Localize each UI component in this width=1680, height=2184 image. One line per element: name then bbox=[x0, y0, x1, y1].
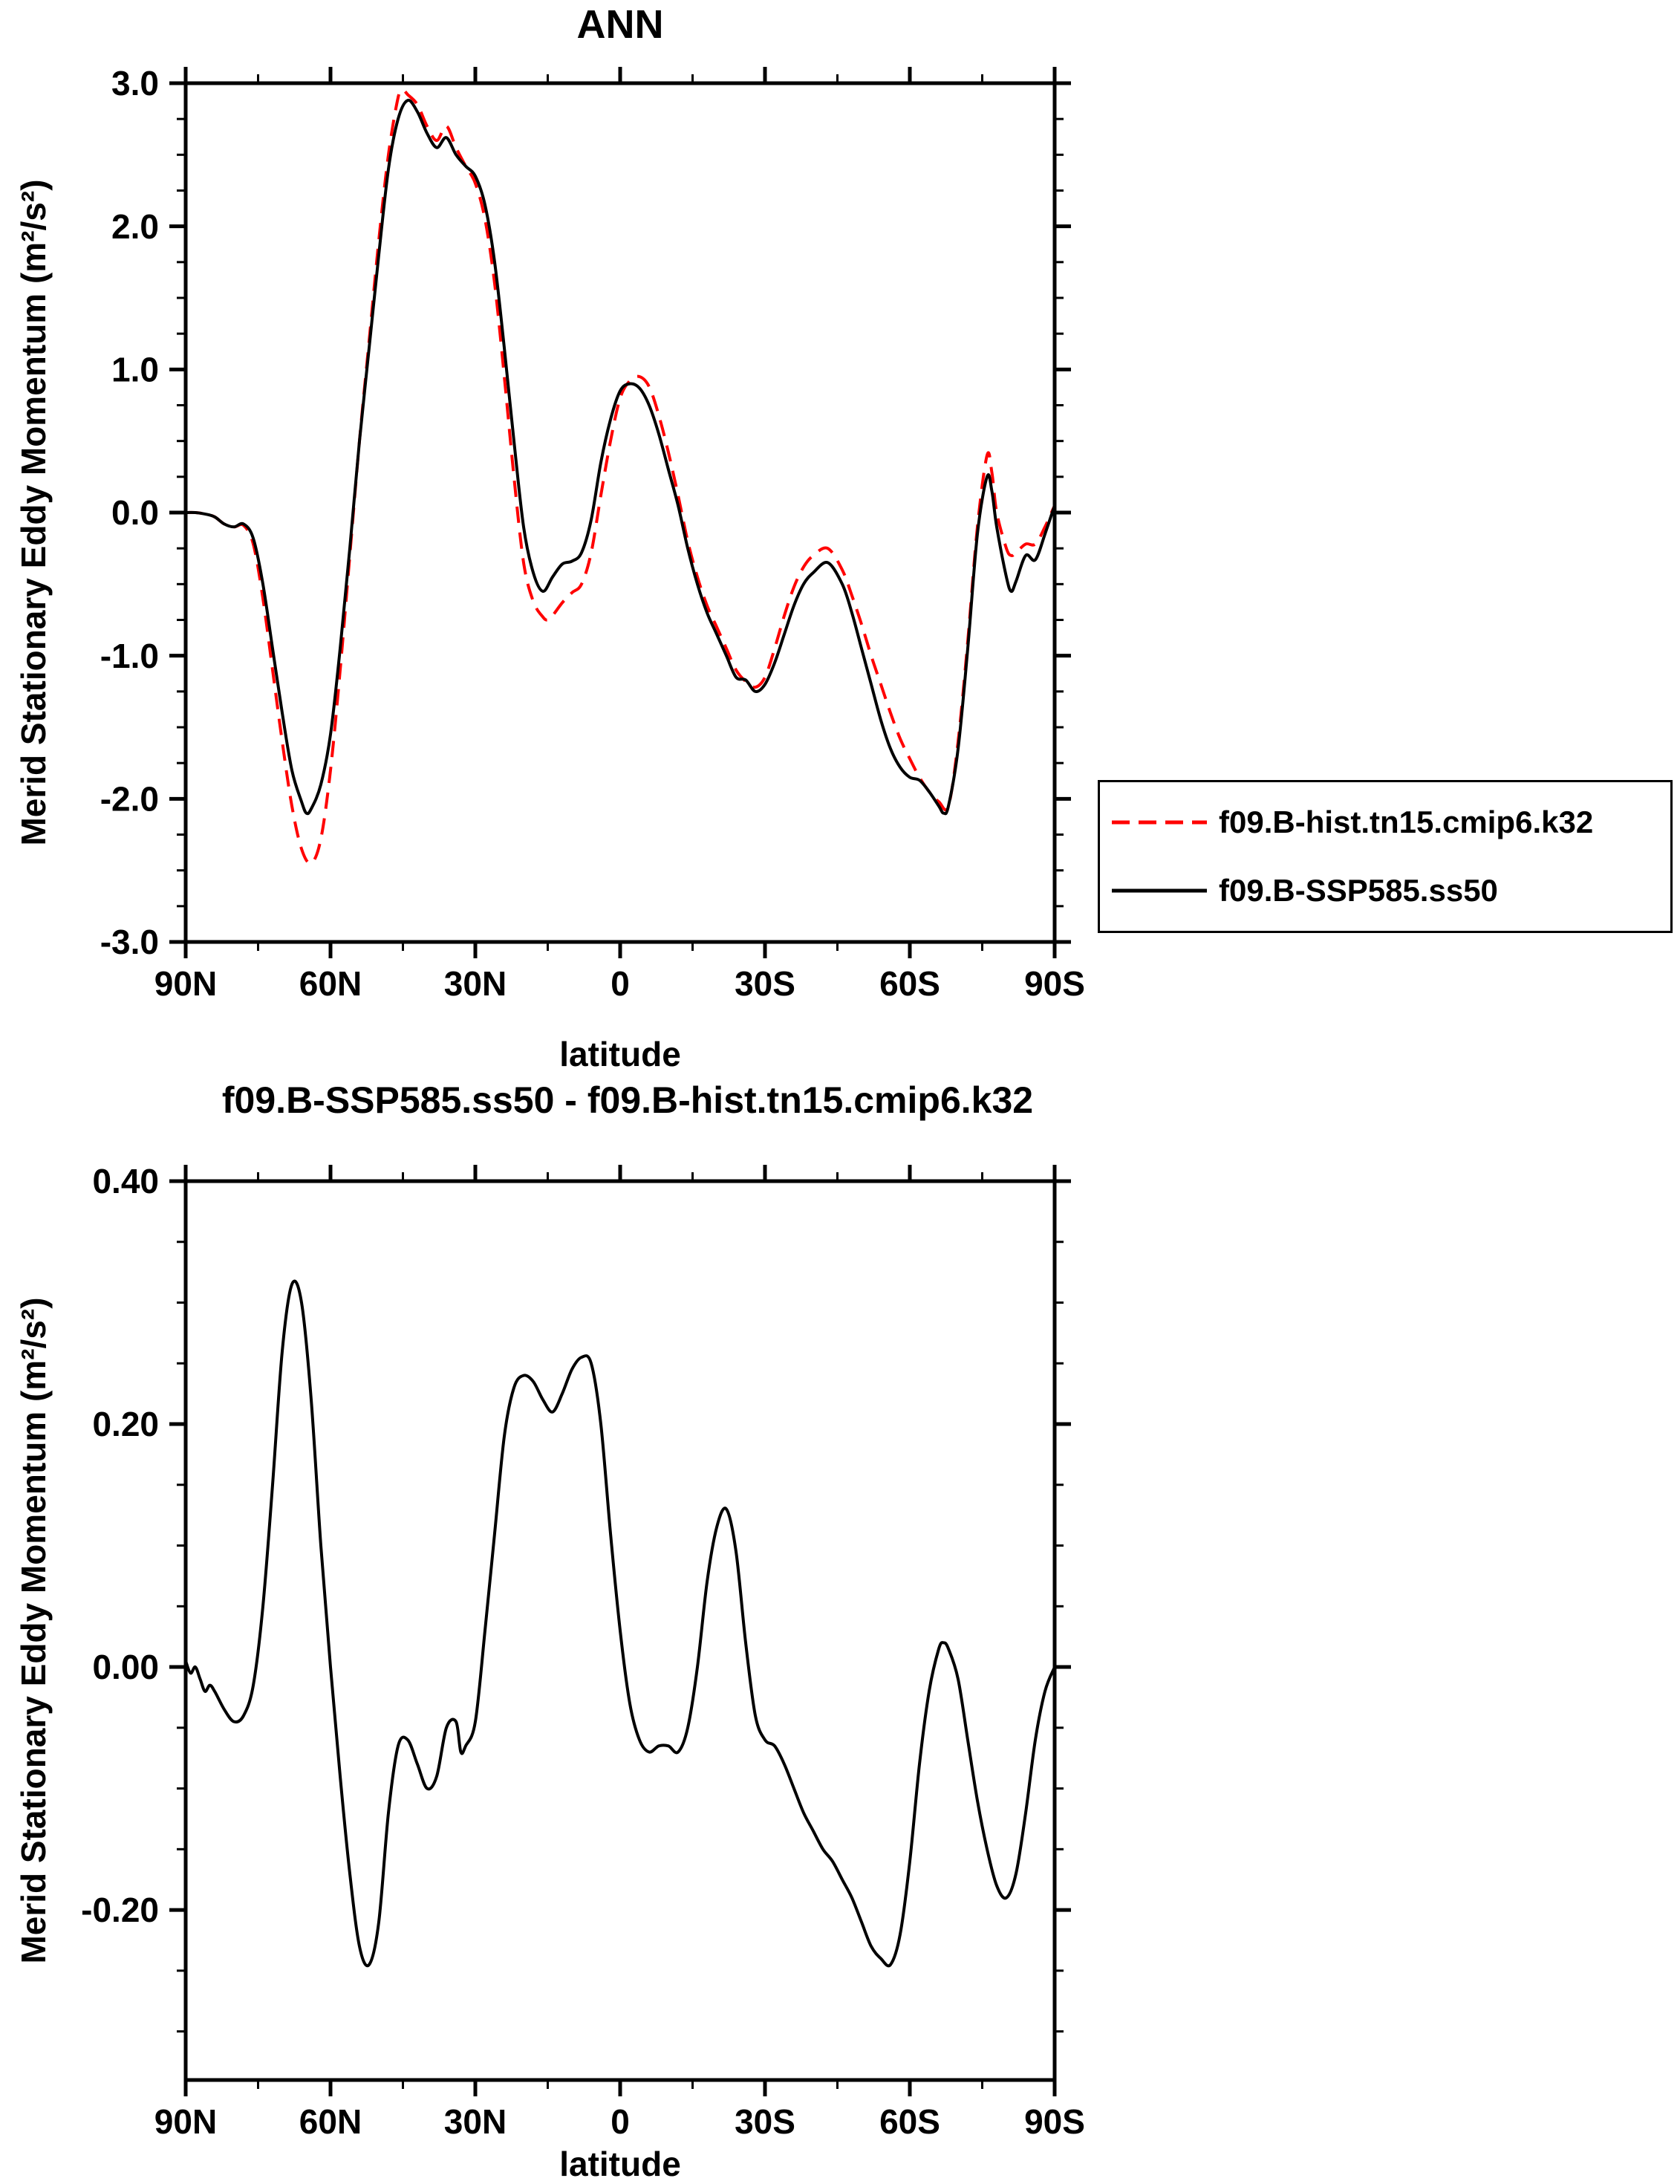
x-tick-label: 30N bbox=[444, 964, 507, 1003]
legend-label-hist: f09.B-hist.tn15.cmip6.k32 bbox=[1219, 805, 1594, 839]
x-tick-label: 0 bbox=[611, 2102, 630, 2141]
bottom-x-axis-title: latitude bbox=[559, 2145, 681, 2183]
series-line bbox=[185, 88, 1056, 865]
y-tick-label: 1.0 bbox=[111, 350, 159, 389]
x-tick-label: 90S bbox=[1024, 964, 1085, 1003]
x-tick-label: 90S bbox=[1024, 2102, 1085, 2141]
x-tick-label: 90N bbox=[154, 964, 217, 1003]
y-tick-label: -2.0 bbox=[100, 779, 159, 818]
top-chart-svg: 90N 60N 30N 0 30S 60S 90S -3.0 -2.0 -1.0 0.0 1.0 2.0… bbox=[100, 64, 1085, 1003]
bottom-chart-title: f09.B-SSP585.ss50 - f09.B-hist.tn15.cmip… bbox=[221, 1079, 1034, 1121]
y-tick-label: 3.0 bbox=[111, 64, 159, 103]
x-tick-label: 30S bbox=[735, 964, 795, 1003]
x-tick-label: 30N bbox=[444, 2102, 507, 2141]
y-tick-label: 0.40 bbox=[92, 1162, 159, 1200]
y-tick-label: -0.20 bbox=[81, 1891, 159, 1929]
top-chart-title: ANN bbox=[576, 2, 664, 47]
y-tick-label: 0.00 bbox=[92, 1648, 159, 1686]
y-tick-label: 2.0 bbox=[111, 207, 159, 246]
ssp-solid-line-sample bbox=[1112, 888, 1207, 893]
legend-entry-ssp: f09.B-SSP585.ss50 bbox=[1110, 873, 1660, 909]
top-x-axis-title: latitude bbox=[559, 1035, 681, 1073]
y-tick-label: 0.0 bbox=[111, 493, 159, 532]
x-tick-label: 30S bbox=[735, 2102, 795, 2141]
bottom-chart-svg: 90N 60N 30N 0 30S 60S 90S -0.20 0.00 0.20 0.40 bbox=[81, 1162, 1085, 2141]
x-tick-label: 60S bbox=[879, 2102, 940, 2141]
y-tick-label: -3.0 bbox=[100, 923, 159, 961]
plot-frame bbox=[183, 81, 1057, 944]
legend-box: f09.B-hist.tn15.cmip6.k32 f09.B-SSP585.s… bbox=[1098, 780, 1673, 933]
x-tick-label: 60N bbox=[299, 964, 362, 1003]
x-tick-label: 60N bbox=[299, 2102, 362, 2141]
hist-dashed-line-sample bbox=[1112, 820, 1207, 825]
series-line bbox=[185, 99, 1056, 816]
x-tick-label: 90N bbox=[154, 2102, 217, 2141]
legend-label-ssp: f09.B-SSP585.ss50 bbox=[1219, 873, 1498, 908]
y-tick-label: -1.0 bbox=[100, 637, 159, 675]
x-tick-label: 60S bbox=[879, 964, 940, 1003]
plot-frame bbox=[183, 1179, 1057, 2082]
series-line bbox=[184, 1279, 1056, 1968]
y-tick-label: 0.20 bbox=[92, 1405, 159, 1443]
legend-entry-hist: f09.B-hist.tn15.cmip6.k32 bbox=[1110, 805, 1660, 840]
x-tick-label: 0 bbox=[611, 964, 630, 1003]
